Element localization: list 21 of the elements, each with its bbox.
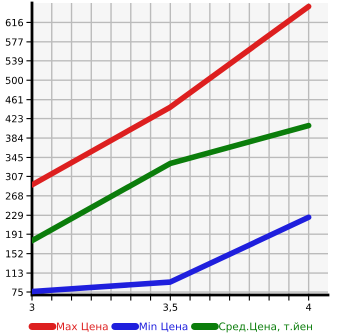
x-tick-label: 4 xyxy=(306,304,312,311)
y-tick-label: 577 xyxy=(6,38,23,46)
x-tick-label: 3 xyxy=(30,304,34,311)
y-tick-label: 461 xyxy=(6,96,23,104)
y-tick-label: 539 xyxy=(6,57,23,65)
y-tick-label: 384 xyxy=(6,134,24,142)
y-tick-label: 191 xyxy=(6,230,23,238)
y-tick-label: 113 xyxy=(6,270,23,277)
y-tick-label: 229 xyxy=(6,212,23,220)
y-tick-label: 423 xyxy=(6,115,23,122)
y-tick-label: 616 xyxy=(6,18,24,26)
y-tick-label: 500 xyxy=(6,76,24,84)
y-tick-label: 307 xyxy=(6,172,23,180)
x-tick-label: 3,5 xyxy=(163,304,178,312)
legend-label: Min Цена xyxy=(140,322,188,332)
y-tick-label: 268 xyxy=(6,192,23,200)
y-tick-label: 345 xyxy=(6,154,23,162)
legend-label: Max Цена xyxy=(57,322,108,332)
y-tick-label: 152 xyxy=(6,250,23,258)
legend-label: Сред.Цена, т.йен xyxy=(219,322,312,332)
y-tick-label: 75 xyxy=(12,288,23,296)
